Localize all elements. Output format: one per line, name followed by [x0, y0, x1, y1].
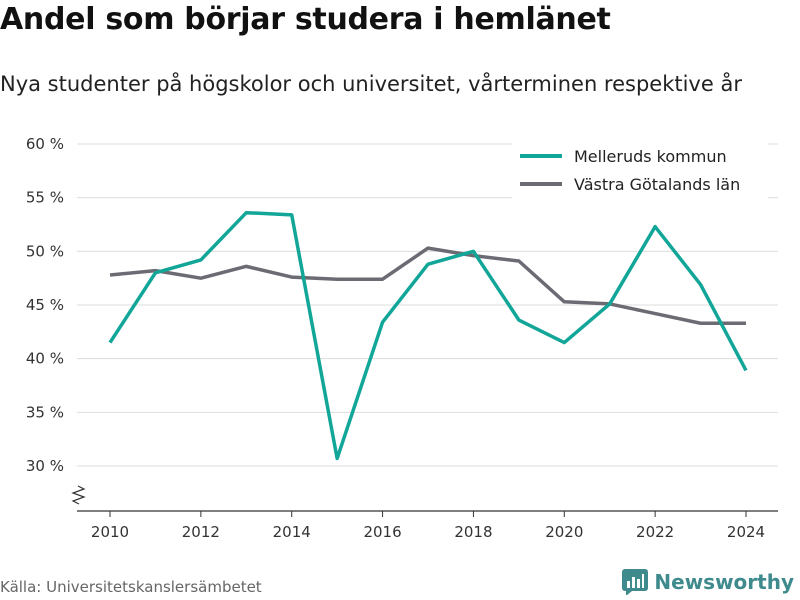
brand-logo: Newsworthy [622, 569, 794, 595]
chart-title: Andel som börjar studera i hemlänet [0, 2, 611, 37]
y-axis: 30 % 35 % 40 % 45 % 50 % 55 % 60 % [26, 135, 86, 505]
y-tick-label: 60 % [26, 135, 64, 153]
y-tick-label: 30 % [26, 457, 64, 475]
series-line-2 [109, 246, 746, 325]
x-tick-label: 2010 [91, 523, 129, 541]
series-line-1 [108, 210, 748, 461]
chart-subtitle: Nya studenter på högskolor och universit… [0, 72, 742, 96]
x-tick-label: 2020 [545, 523, 583, 541]
y-tick-label: 40 % [26, 350, 64, 368]
legend-background [512, 136, 768, 200]
x-tick-label: 2022 [636, 523, 674, 541]
x-tick-label: 2012 [182, 523, 220, 541]
y-tick-label: 50 % [26, 242, 64, 260]
legend: Melleruds kommun Västra Götalands län [512, 136, 768, 200]
source-note: Källa: Universitetskanslersämbetet [0, 578, 262, 596]
y-tick-label: 55 % [26, 189, 64, 207]
series-lines [108, 210, 748, 461]
x-axis: 2010 2012 2014 2016 2018 2020 2022 2024 [77, 510, 778, 541]
legend-label: Västra Götalands län [574, 175, 740, 194]
x-tick-label: 2024 [727, 523, 765, 541]
x-tick-label: 2016 [363, 523, 401, 541]
axis-break-icon [71, 485, 86, 505]
newsworthy-logo-icon [622, 569, 649, 595]
y-tick-label: 35 % [26, 403, 64, 421]
x-tick-label: 2014 [273, 523, 311, 541]
legend-label: Melleruds kommun [574, 147, 727, 166]
x-tick-label: 2018 [454, 523, 492, 541]
y-tick-label: 45 % [26, 296, 64, 314]
brand-name: Newsworthy [654, 570, 794, 594]
